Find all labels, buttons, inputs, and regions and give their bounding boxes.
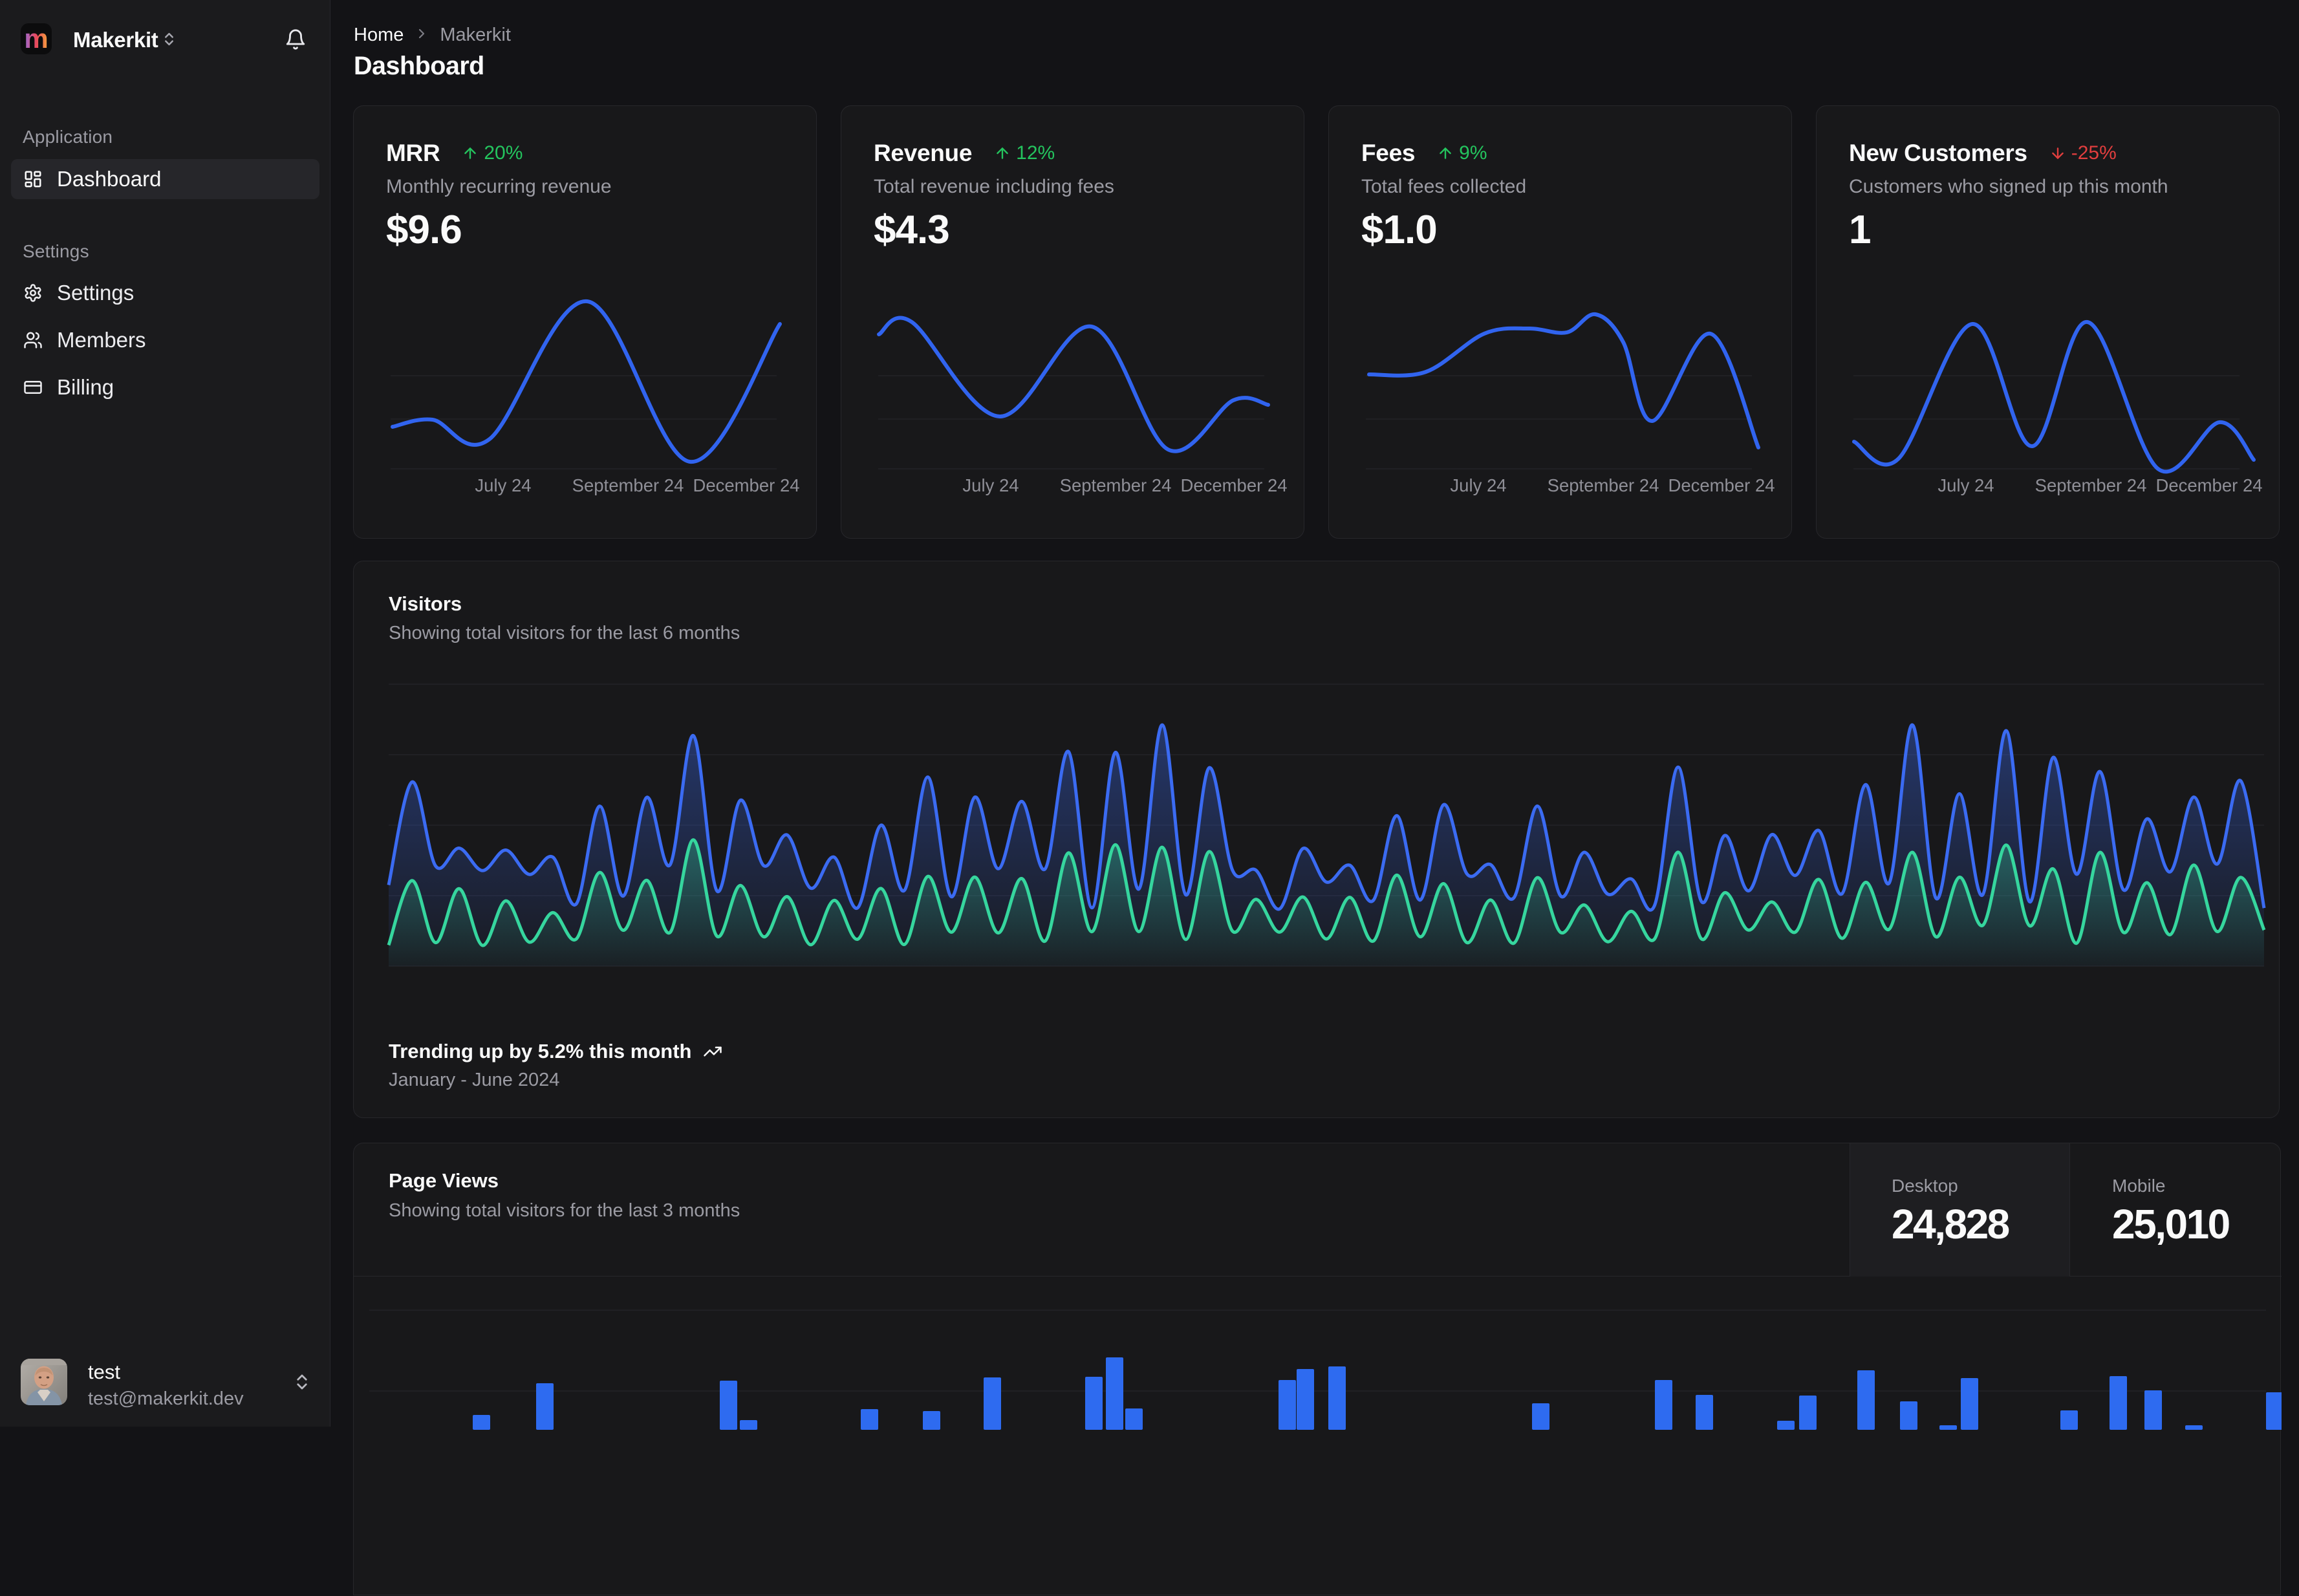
svg-text:m: m [24,23,48,54]
